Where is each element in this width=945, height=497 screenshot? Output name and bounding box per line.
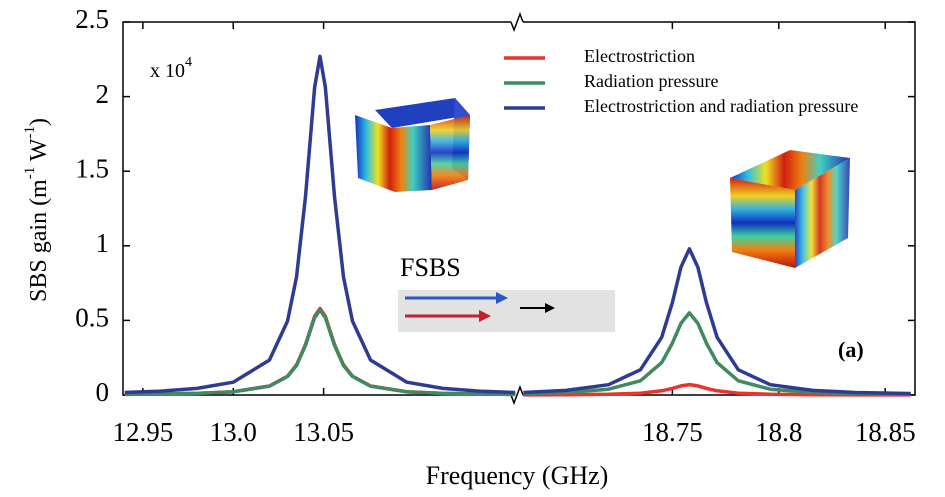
y-tick-label: 2.5 xyxy=(75,4,109,34)
axis-break xyxy=(511,14,523,30)
multiplier-exp: 4 xyxy=(185,55,192,70)
multiplier: x 104 xyxy=(150,55,192,81)
fsbs-box xyxy=(398,290,615,332)
inset-left xyxy=(355,98,470,192)
inset-right xyxy=(730,150,850,268)
x-tick-label: 18.75 xyxy=(642,417,703,447)
multiplier-base: x 10 xyxy=(150,60,185,82)
legend-label: Electrostriction and radiation pressure xyxy=(584,96,858,116)
x-tick-label: 13.05 xyxy=(293,417,354,447)
y-label-text: SBS gain (m xyxy=(26,179,52,302)
y-tick-label: 2 xyxy=(96,79,110,109)
x-tick-label: 13.0 xyxy=(210,417,257,447)
y-label-sup: -1 xyxy=(22,167,38,180)
annotation: (a) xyxy=(838,337,864,362)
y-tick-label: 0 xyxy=(96,377,110,407)
y-axis-label: SBS gain (m-1 W-1) xyxy=(22,118,51,302)
x-tick-label: 12.95 xyxy=(113,417,174,447)
x-axis-label: Frequency (GHz) xyxy=(426,461,609,490)
x-tick-label: 18.85 xyxy=(855,417,916,447)
y-label-text: W xyxy=(26,138,52,167)
y-label-text: ) xyxy=(26,118,52,126)
legend-label: Electrostriction xyxy=(584,46,695,66)
y-label-sup: -1 xyxy=(22,126,38,139)
x-tick-label: 18.8 xyxy=(755,417,802,447)
annotation: FSBS xyxy=(400,253,461,282)
y-tick-label: 1 xyxy=(96,228,110,258)
chart: FSBS (a) Frequency (GHz) x 104 SBS gain … xyxy=(0,0,945,497)
y-tick-label: 1.5 xyxy=(75,153,109,183)
legend-label: Radiation pressure xyxy=(584,71,718,91)
y-tick-label: 0.5 xyxy=(75,303,109,333)
